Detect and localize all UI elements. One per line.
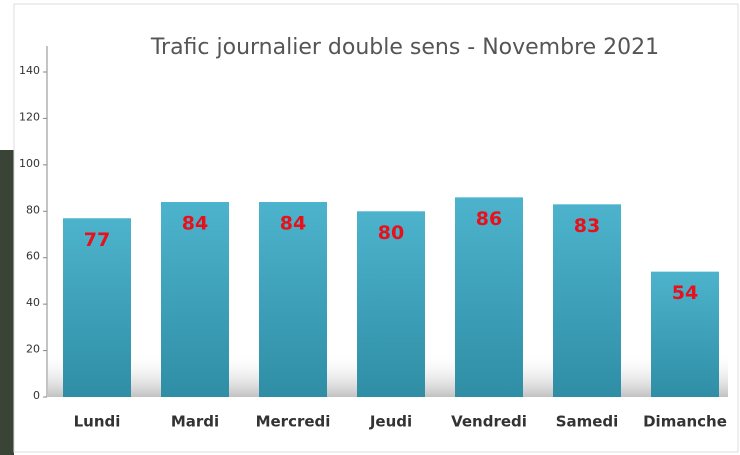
y-tick-label: 40 [26,296,40,309]
bar [651,271,719,397]
value-label: 80 [378,222,404,244]
y-tick-label: 20 [26,343,40,356]
value-label: 54 [672,282,698,304]
bar [357,211,425,397]
chart-title: Trafic journalier double sens - Novembre… [150,35,659,60]
y-tick-label: 0 [33,389,40,402]
y-tick-label: 140 [19,64,40,77]
value-label: 86 [476,208,502,230]
y-tick-label: 100 [19,157,40,170]
bar [553,204,621,397]
value-label: 83 [574,215,600,237]
x-tick-label: Lundi [74,413,121,431]
y-tick-label: 120 [19,110,40,123]
value-label: 84 [182,213,208,235]
y-tick-label: 80 [26,203,40,216]
x-tick-label: Mercredi [256,413,331,431]
x-tick-label: Samedi [556,413,619,431]
x-tick-label: Jeudi [369,413,412,431]
x-tick-label: Vendredi [451,413,527,431]
y-tick-label: 60 [26,250,40,263]
x-tick-label: Dimanche [643,413,727,431]
bar [259,202,327,397]
photo-edge [0,150,14,455]
bar [63,218,131,397]
x-tick-label: Mardi [171,413,219,431]
bar [455,197,523,397]
value-label: 84 [280,213,306,235]
bar [161,202,229,397]
value-label: 77 [84,229,110,251]
